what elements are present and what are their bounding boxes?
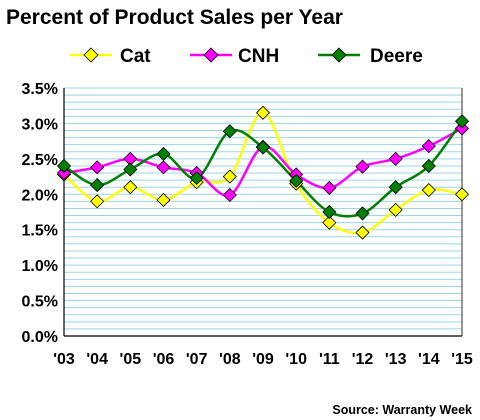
data-point-cat [156,192,171,208]
data-point-cnh [156,160,171,175]
data-point-deere [189,170,204,186]
data-point-cat [355,225,370,240]
legend-marker-cnh [203,47,219,63]
data-point-cat [255,105,271,120]
plot-background [64,88,462,336]
data-point-cat [322,215,337,230]
data-point-deere [123,162,138,177]
data-point-deere [355,206,370,221]
x-tick-label: '10 [285,351,307,368]
x-tick-label: '04 [86,351,108,368]
data-point-cat [90,194,105,209]
data-point-cat [421,182,436,198]
legend-item-cat: Cat [70,46,151,67]
data-point-deere [56,158,72,174]
legend: Cat CNH Deere [70,46,423,67]
legend-label-cat: Cat [120,46,151,67]
data-point-deere [322,204,337,220]
data-point-deere [90,178,105,193]
data-point-cat [454,187,470,202]
data-point-cat [388,202,403,217]
data-point-deere [289,173,304,188]
data-point-cnh [322,180,337,195]
x-tick-label: '03 [53,351,75,368]
data-point-deere [388,180,403,195]
x-tick-label: '14 [418,351,440,368]
x-tick-label: '15 [451,351,473,368]
legend-item-deere: Deere [318,46,423,67]
x-tick-label: '08 [219,351,241,368]
x-tick-label: '05 [120,351,142,368]
data-point-deere [255,140,271,155]
x-tick-label: '06 [153,351,175,368]
legend-label-cnh: CNH [238,46,279,67]
x-tick-label: '07 [186,351,208,368]
data-point-cnh [90,160,105,175]
y-tick-label: 3.5% [22,81,58,98]
y-tick-label: 1.5% [22,223,58,240]
data-point-deere [222,124,237,139]
legend-item-cnh: CNH [190,46,279,67]
legend-marker-cat [83,47,99,63]
y-tick-label: 2.5% [22,152,58,169]
data-point-cnh [388,151,403,166]
y-tick-label: 3.0% [22,116,58,133]
data-point-cnh [355,159,370,174]
data-point-cat [222,169,237,184]
y-tick-label: 0.0% [22,329,58,346]
y-tick-label: 0.5% [22,294,58,311]
y-tick-label: 1.0% [22,258,58,275]
data-point-deere [421,158,436,174]
data-point-cnh [56,165,72,181]
x-tick-label: '12 [352,351,374,368]
x-tick-label: '11 [319,351,340,368]
x-tick-label: '09 [252,351,274,368]
data-point-cnh [454,121,470,136]
x-tick-label: '13 [385,351,407,368]
source-note: Source: Warranty Week [332,403,472,417]
data-point-deere [156,146,171,161]
data-point-cat [123,180,138,195]
legend-marker-deere [331,47,347,63]
legend-label-deere: Deere [370,46,423,67]
data-point-cnh [222,187,237,203]
y-tick-label: 2.0% [22,187,58,204]
plot-area: 0.0% 0.5% 1.0% 1.5% 2.0% 2.5% 3.0% 3.5% '03 '04 '0… [22,81,473,368]
data-point-deere [454,114,470,129]
chart-title: Percent of Product Sales per Year [6,6,343,29]
data-point-cnh [421,139,436,154]
